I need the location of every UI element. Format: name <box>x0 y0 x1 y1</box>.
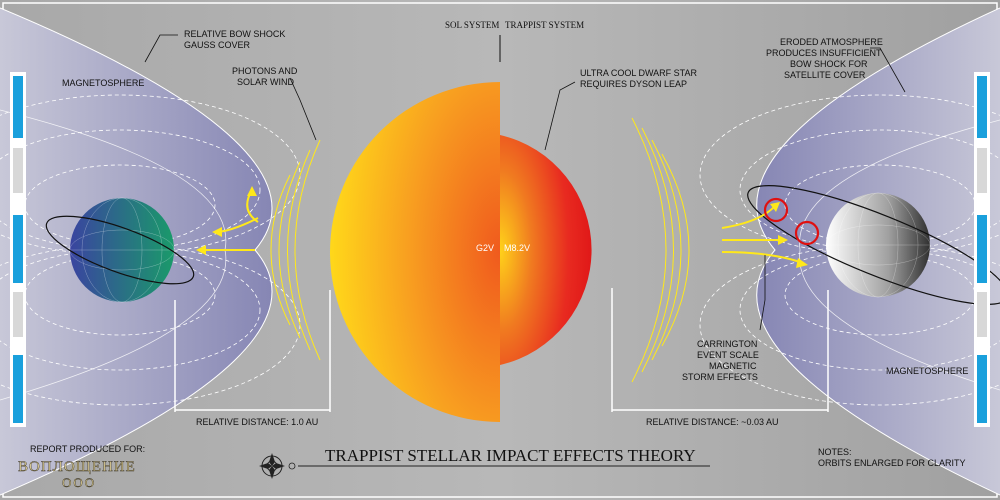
marker-left-3 <box>13 215 23 283</box>
carrington-label-line4: STORM EFFECTS <box>682 372 758 382</box>
marker-left-5 <box>13 355 23 423</box>
distance-right-label: RELATIVE DISTANCE: ~0.03 AU <box>646 417 778 427</box>
notes-heading: NOTES: <box>818 447 852 457</box>
marker-right-5 <box>977 355 987 423</box>
g2v-label: G2V <box>476 243 494 253</box>
magnetosphere-right-label: MAGNETOSPHERE <box>886 366 968 376</box>
eroded-label-line1: ERODED ATMOSPHERE <box>780 37 883 47</box>
report-for-label: REPORT PRODUCED FOR: <box>30 444 145 454</box>
magnetosphere-left-label: MAGNETOSPHERE <box>62 78 144 88</box>
marker-left-4 <box>13 292 23 337</box>
eroded-label-line4: SATELLITE COVER <box>784 70 866 80</box>
bow-shock-label-line1: RELATIVE BOW SHOCK <box>184 29 285 39</box>
bow-shock-label-line2: GAUSS COVER <box>184 40 251 50</box>
eroded-label-line3: BOW SHOCK FOR <box>790 59 868 69</box>
marker-right-1 <box>977 76 987 138</box>
carrington-label-line1: CARRINGTON <box>697 339 757 349</box>
marker-left-2 <box>13 148 23 193</box>
org-name-line1: ВОПЛОЩЕНИЕ <box>18 459 136 475</box>
report-title: TRAPPIST STELLAR IMPACT EFFECTS THEORY <box>325 446 696 465</box>
eroded-label-line2: PRODUCES INSUFFICIENT <box>766 48 882 58</box>
marker-right-2 <box>977 148 987 193</box>
photons-label-line1: PHOTONS AND <box>232 66 298 76</box>
m82v-label: M8.2V <box>504 243 530 253</box>
sol-system-label: SOL SYSTEM <box>445 20 499 30</box>
org-name-line2: ООО <box>62 475 96 490</box>
marker-left-1 <box>13 76 23 138</box>
marker-right-3 <box>977 215 987 283</box>
marker-right-4 <box>977 292 987 337</box>
marker-strip-right <box>974 72 990 427</box>
photons-label-line2: SOLAR WIND <box>237 77 295 87</box>
notes-text: ORBITS ENLARGED FOR CLARITY <box>818 458 966 468</box>
marker-strip-left <box>10 72 26 427</box>
ultra-cool-label-line2: REQUIRES DYSON LEAP <box>580 79 687 89</box>
carrington-label-line2: EVENT SCALE <box>697 350 759 360</box>
ultra-cool-label-line1: ULTRA COOL DWARF STAR <box>580 68 698 78</box>
distance-left-label: RELATIVE DISTANCE: 1.0 AU <box>196 417 318 427</box>
carrington-label-line3: MAGNETIC <box>709 361 757 371</box>
trappist-system-label: TRAPPIST SYSTEM <box>505 20 584 30</box>
